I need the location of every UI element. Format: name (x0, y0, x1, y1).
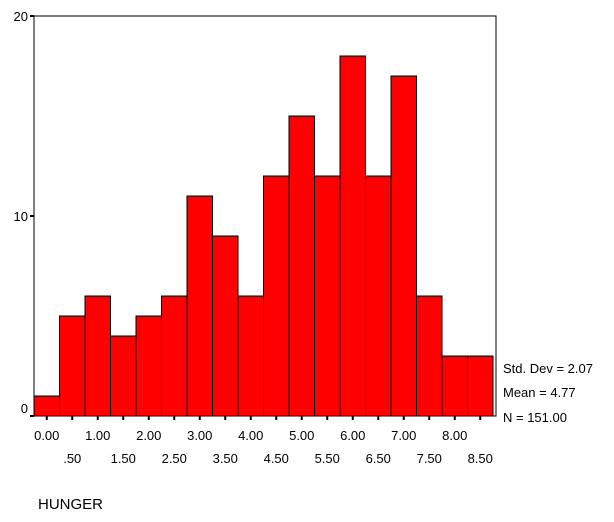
x-tick-label: 7.50 (417, 451, 442, 466)
x-tick-label: 8.00 (442, 428, 467, 443)
x-tick-label: 5.00 (289, 428, 314, 443)
x-tick-label: 1.50 (111, 451, 136, 466)
histogram-bar (467, 355, 494, 417)
x-tick-label: 3.50 (213, 451, 238, 466)
x-axis-title: HUNGER (38, 496, 104, 513)
y-tick-label: 0 (21, 401, 28, 416)
histogram-bar (288, 115, 315, 417)
histogram-bar (110, 335, 137, 417)
x-tick-label: 5.50 (315, 451, 340, 466)
histogram-bar (339, 55, 366, 417)
histogram-bar (441, 355, 468, 417)
x-tick-label: 3.00 (187, 428, 212, 443)
x-tick-label: 7.00 (391, 428, 416, 443)
stats-text: N = 151.00 (503, 410, 567, 425)
y-tick-label: 10 (14, 209, 28, 224)
x-tick-label: 1.00 (85, 428, 110, 443)
histogram-bar (33, 395, 60, 417)
x-tick-label: 6.00 (340, 428, 365, 443)
histogram-bar (237, 295, 264, 417)
stats-text: Mean = 4.77 (503, 385, 576, 400)
y-axis: 0 10 20 (14, 9, 34, 417)
x-tick-label: 8.50 (468, 451, 493, 466)
y-tick-label: 20 (14, 9, 28, 24)
x-tick-label: 4.50 (264, 451, 289, 466)
histogram-bar (212, 235, 239, 417)
x-tick-label: 2.00 (136, 428, 161, 443)
x-tick-label: 4.00 (238, 428, 263, 443)
x-tick-label: 2.50 (162, 451, 187, 466)
histogram-bar (314, 175, 341, 417)
histogram-bar (135, 315, 162, 417)
histogram-bar (365, 175, 392, 417)
histogram-bar (161, 295, 188, 417)
stats-text: Std. Dev = 2.07 (503, 361, 593, 376)
histogram-bar (416, 295, 443, 417)
histogram-bar (84, 295, 111, 417)
histogram-bar (59, 315, 86, 417)
x-tick-label: .50 (63, 451, 81, 466)
x-tick-label: 6.50 (366, 451, 391, 466)
histogram-bar (390, 75, 417, 417)
x-tick-label: 0.00 (34, 428, 59, 443)
bars-layer (33, 55, 494, 417)
stats-box: Std. Dev = 2.07 Mean = 4.77 N = 151.00 (503, 361, 593, 425)
x-axis: 0.00 1.00 2.00 3.00 4.00 5.00 6.00 7.00 8.00 .50 1… (34, 416, 493, 466)
histogram-bar (263, 175, 290, 417)
histogram-bar (186, 195, 213, 417)
